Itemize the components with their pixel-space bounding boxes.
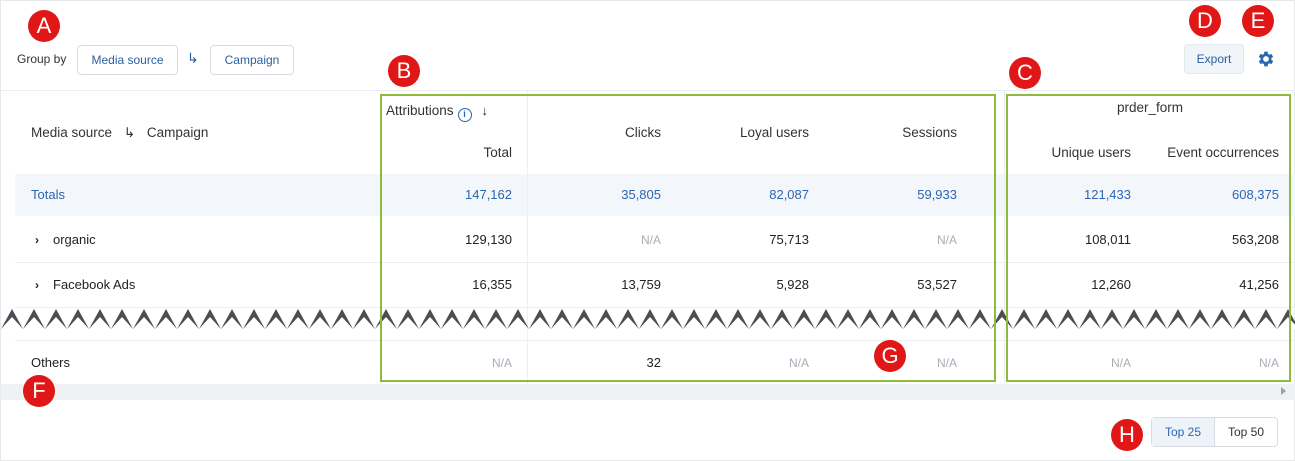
table-cell: 82,087 — [769, 187, 809, 202]
scroll-right-arrow-icon[interactable] — [1281, 387, 1286, 395]
annotation-marker-d: D — [1189, 5, 1221, 37]
table-cell: 53,527 — [917, 277, 957, 292]
column-header-event-occurrences[interactable]: Event occurrences — [1167, 145, 1279, 160]
group-by-campaign-chip[interactable]: Campaign — [210, 45, 294, 75]
column-header-total[interactable]: Total — [483, 145, 512, 160]
table-cell: 147,162 — [465, 187, 512, 202]
top-25-option[interactable]: Top 25 — [1152, 418, 1215, 446]
chevron-right-icon[interactable]: › — [35, 233, 39, 247]
table-row[interactable]: › Facebook Ads — [35, 277, 135, 292]
subgroup-arrow-icon: ↳ — [187, 50, 199, 66]
attributions-label: Attributions — [386, 103, 454, 118]
totals-row-background — [15, 174, 1295, 216]
sort-descending-icon[interactable]: ↓ — [481, 103, 489, 118]
attributions-group-header[interactable]: Attributions i ↓ — [386, 103, 488, 122]
truncation-zigzag-divider — [1, 305, 1295, 329]
table-cell: 5,928 — [776, 277, 809, 292]
table-cell: N/A — [640, 233, 661, 247]
annotation-marker-c: C — [1009, 57, 1041, 89]
table-cell: 35,805 — [621, 187, 661, 202]
event-group-header: prder_form — [1116, 100, 1184, 115]
group-by-media-source-chip[interactable]: Media source — [77, 45, 178, 75]
top-n-selector[interactable]: Top 25 Top 50 — [1151, 417, 1278, 447]
column-header-media-source[interactable]: Media source ↳ Campaign — [31, 125, 208, 141]
campaign-header-label: Campaign — [146, 125, 209, 140]
table-cell: 608,375 — [1232, 187, 1279, 202]
row-divider — [15, 262, 1295, 263]
table-cell: 32 — [646, 355, 661, 370]
gear-icon[interactable] — [1256, 49, 1276, 69]
table-cell: 129,130 — [465, 232, 512, 247]
annotation-marker-b: B — [388, 55, 420, 87]
horizontal-scrollbar[interactable] — [1, 384, 1295, 400]
table-cell: 563,208 — [1232, 232, 1279, 247]
annotation-marker-a: A — [28, 10, 60, 42]
row-label-others: Others — [31, 355, 71, 370]
column-header-unique-users[interactable]: Unique users — [1051, 145, 1131, 160]
row-label-organic: organic — [53, 232, 96, 247]
table-cell: 59,933 — [917, 187, 957, 202]
row-label-facebook-ads: Facebook Ads — [53, 277, 136, 292]
group-by-label: Group by — [17, 52, 67, 66]
table-cell: 75,713 — [769, 232, 809, 247]
column-header-sessions[interactable]: Sessions — [902, 125, 957, 140]
table-row[interactable]: › organic — [35, 232, 96, 247]
column-divider — [1004, 91, 1005, 384]
annotation-marker-e: E — [1242, 5, 1274, 37]
annotation-marker-g: G — [874, 340, 906, 372]
chevron-right-icon[interactable]: › — [35, 278, 39, 292]
table-cell: N/A — [788, 356, 809, 370]
table-cell: 13,759 — [621, 277, 661, 292]
row-divider — [15, 340, 1295, 341]
annotation-marker-f: F — [23, 375, 55, 407]
table-cell: N/A — [491, 356, 512, 370]
table-cell: N/A — [1258, 356, 1279, 370]
highlight-box-metrics — [380, 94, 996, 382]
annotation-marker-h: H — [1111, 419, 1143, 451]
column-divider — [527, 91, 528, 384]
table-cell: N/A — [936, 233, 957, 247]
row-label-totals: Totals — [31, 187, 65, 202]
column-header-clicks[interactable]: Clicks — [625, 125, 661, 140]
table-cell: 41,256 — [1239, 277, 1279, 292]
header-top-divider — [1, 90, 1295, 91]
table-cell: 12,260 — [1091, 277, 1131, 292]
info-icon[interactable]: i — [457, 108, 472, 122]
media-source-header-label: Media source — [31, 125, 113, 140]
highlight-box-event — [1006, 94, 1291, 382]
table-cell: 121,433 — [1084, 187, 1131, 202]
table-cell: 16,355 — [472, 277, 512, 292]
subgroup-arrow-icon: ↳ — [123, 125, 136, 140]
table-cell: 108,011 — [1084, 232, 1131, 247]
table-cell: N/A — [936, 356, 957, 370]
export-button[interactable]: Export — [1184, 44, 1244, 74]
top-50-option[interactable]: Top 50 — [1227, 425, 1265, 439]
column-header-loyal-users[interactable]: Loyal users — [739, 125, 809, 140]
table-cell: N/A — [1110, 356, 1131, 370]
